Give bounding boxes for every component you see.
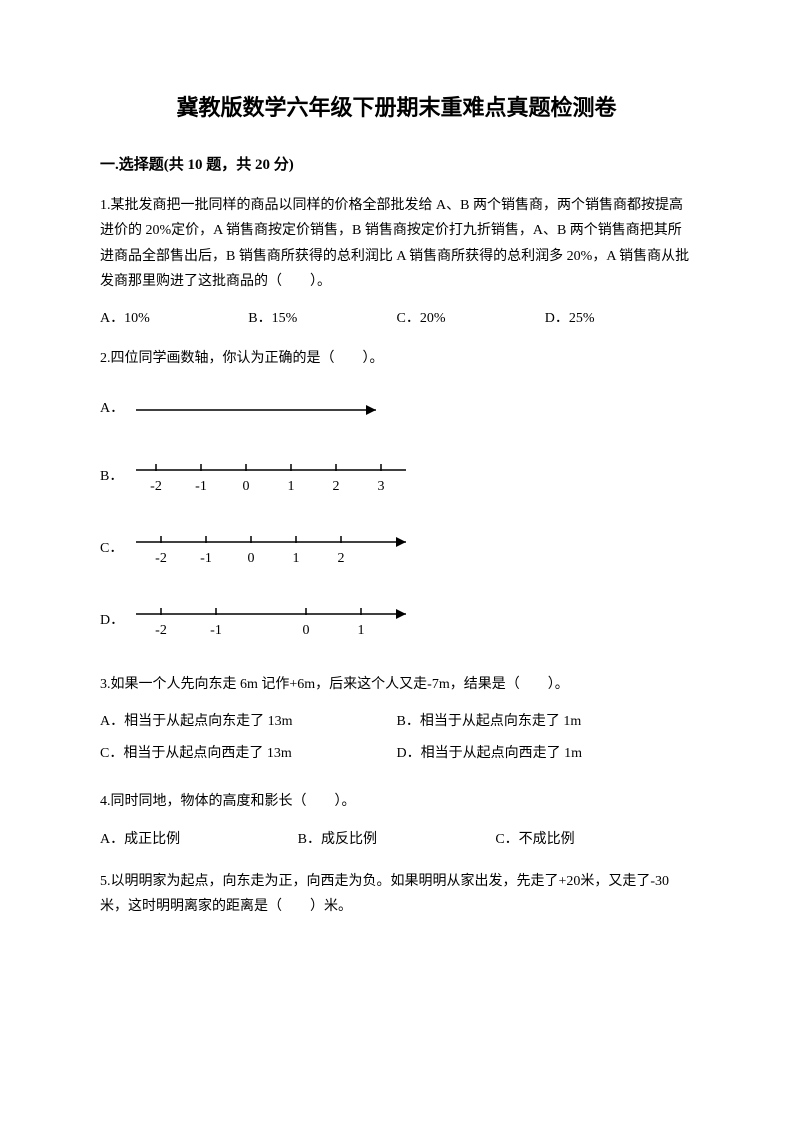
q3-option-b: B．相当于从起点向东走了 1m [397,711,694,733]
q3-option-a: A．相当于从起点向东走了 13m [100,711,397,733]
q1-option-d: D．25% [545,308,693,330]
svg-text:-1: -1 [210,623,222,638]
page-title: 冀教版数学六年级下册期末重难点真题检测卷 [100,90,693,125]
numberline-a [126,392,386,428]
q2-option-a-row: A． [100,392,693,428]
svg-text:-1: -1 [200,551,212,566]
q4-option-b: B．成反比例 [298,829,496,851]
q2-option-c-row: C． -2 -1 0 1 2 [100,528,693,572]
numberline-c: -2 -1 0 1 2 [126,528,416,572]
svg-text:0: 0 [243,479,250,494]
q2-option-d-row: D． -2 -1 0 1 [100,600,693,644]
svg-text:0: 0 [248,551,255,566]
svg-text:1: 1 [288,479,295,494]
q3-option-c: C．相当于从起点向西走了 13m [100,743,397,765]
section-header: 一.选择题(共 10 题，共 20 分) [100,153,693,177]
q2-option-b-label: B． [100,466,126,488]
svg-text:-2: -2 [150,479,162,494]
question-1-options: A．10% B．15% C．20% D．25% [100,308,693,330]
numberline-b: -2 -1 0 1 2 3 [126,456,416,500]
question-4-text: 4.同时同地，物体的高度和影长（ ）。 [100,789,693,814]
q2-option-b-row: B． -2 -1 0 1 2 3 [100,456,693,500]
q1-option-c: C．20% [397,308,545,330]
q4-option-c: C．不成比例 [495,829,693,851]
q1-option-a: A．10% [100,308,248,330]
q2-option-c-label: C． [100,538,126,560]
question-2-text: 2.四位同学画数轴，你认为正确的是（ ）。 [100,346,693,371]
question-3-text: 3.如果一个人先向东走 6m 记作+6m，后来这个人又走-7m，结果是（ ）。 [100,672,693,697]
svg-text:1: 1 [358,623,365,638]
q3-option-d: D．相当于从起点向西走了 1m [397,743,694,765]
numberline-d: -2 -1 0 1 [126,600,416,644]
svg-text:1: 1 [293,551,300,566]
q2-option-d-label: D． [100,610,126,632]
svg-text:2: 2 [333,479,340,494]
question-1-text: 1.某批发商把一批同样的商品以同样的价格全部批发给 A、B 两个销售商，两个销售… [100,193,693,294]
question-4-options: A．成正比例 B．成反比例 C．不成比例 [100,829,693,851]
svg-text:-2: -2 [155,623,167,638]
q1-option-b: B．15% [248,308,396,330]
question-3-options: A．相当于从起点向东走了 13m B．相当于从起点向东走了 1m C．相当于从起… [100,711,693,776]
question-5-text: 5.以明明家为起点，向东走为正，向西走为负。如果明明从家出发，先走了+20米，又… [100,869,693,919]
svg-text:3: 3 [378,479,385,494]
svg-text:-1: -1 [195,479,207,494]
svg-text:-2: -2 [155,551,167,566]
svg-text:0: 0 [303,623,310,638]
q4-option-a: A．成正比例 [100,829,298,851]
q2-option-a-label: A． [100,398,126,420]
svg-text:2: 2 [338,551,345,566]
